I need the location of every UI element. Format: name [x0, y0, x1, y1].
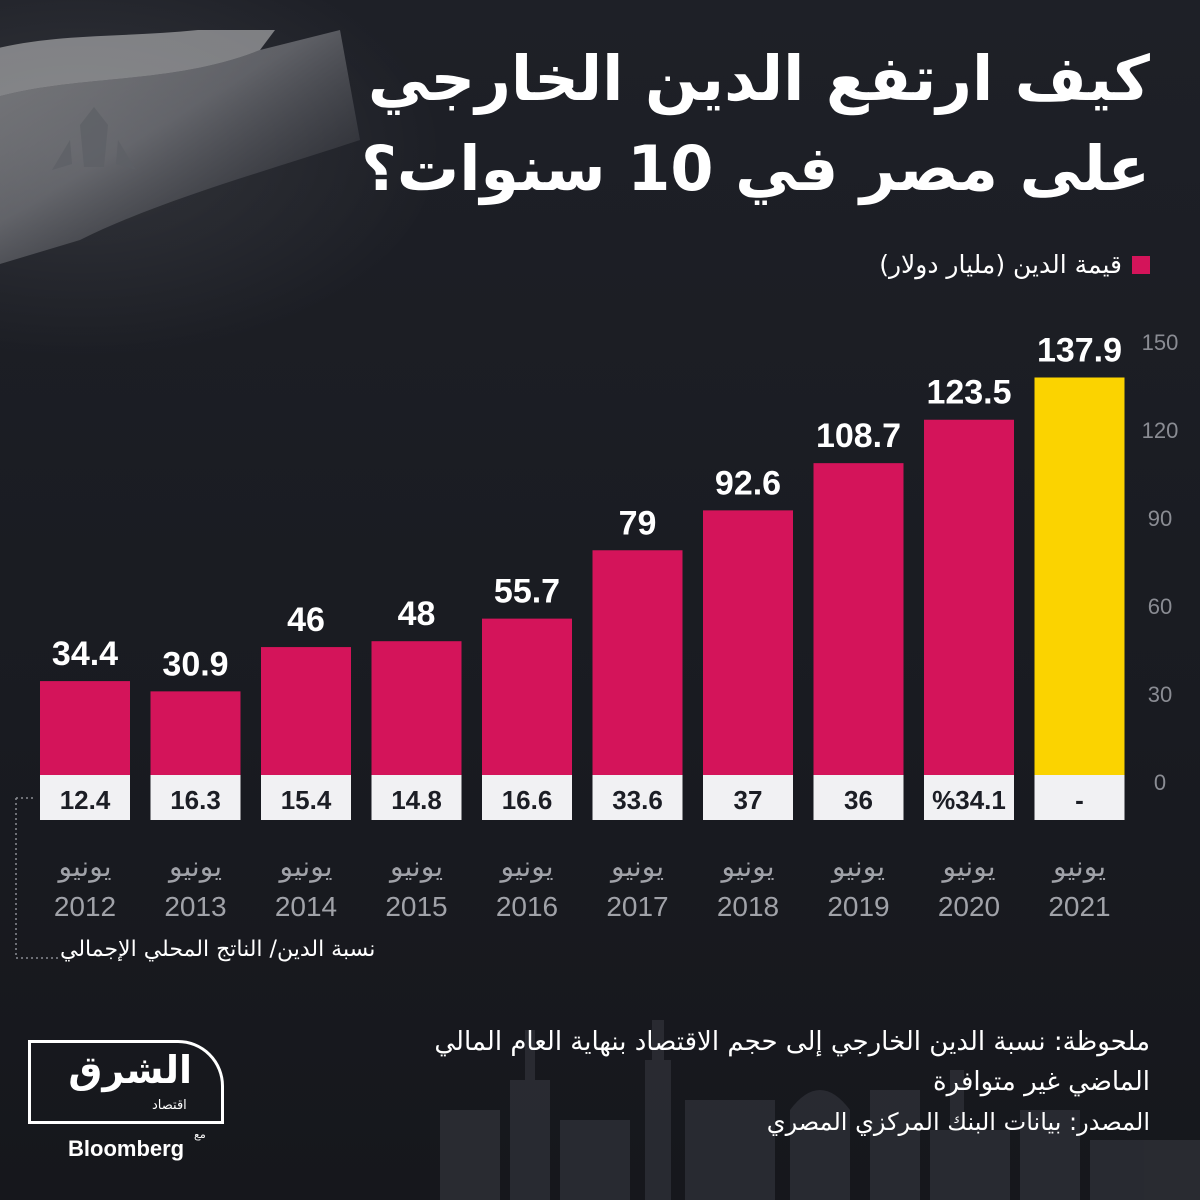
x-tick-label-year: 2018	[717, 891, 779, 922]
x-tick-label-month: يونيو	[388, 851, 443, 883]
logo-frame	[28, 1040, 224, 1124]
bar-value-label: 123.5	[926, 374, 1011, 412]
legend: قيمة الدين (مليار دولار)	[879, 250, 1150, 279]
x-tick-label-year: 2013	[164, 891, 226, 922]
ratio-box	[592, 775, 683, 820]
source-text: المصدر: بيانات البنك المركزي المصري	[766, 1108, 1150, 1136]
note-line-2: الماضي غير متوافرة	[933, 1067, 1150, 1097]
bar-value-label: 92.6	[715, 464, 781, 502]
ratio-box	[371, 775, 462, 820]
y-tick-label: 0	[1154, 770, 1166, 795]
bar	[813, 463, 904, 775]
bar-value-label: 34.4	[52, 635, 118, 673]
logo-partner: Bloomberg	[68, 1136, 185, 1161]
note-line-1: ملحوظة: نسبة الدين الخارجي إلى حجم الاقت…	[434, 1027, 1150, 1057]
bar-highlight	[1034, 377, 1125, 775]
bars-group: 34.4 12.4 30.9 16.3 46 15.4 48 14.8 55.7 16.6 79 33…	[40, 331, 1125, 820]
ratio-box	[924, 775, 1014, 820]
x-tick-label-month: يونيو	[720, 851, 775, 883]
title-line-1: كيف ارتفع الدين الخارجي	[367, 42, 1150, 115]
y-tick-label: 90	[1148, 506, 1172, 531]
ratio-box	[1034, 775, 1125, 820]
bar	[261, 647, 351, 775]
y-tick-label: 120	[1142, 418, 1179, 443]
x-tick-label-month: يونيو	[499, 851, 554, 883]
x-tick-label-year: 2017	[606, 891, 668, 922]
logo-main: الشرق	[68, 1048, 192, 1092]
logo-with: مع	[194, 1128, 206, 1141]
x-tick-label-year: 2016	[496, 891, 558, 922]
bar-value-label: 46	[287, 601, 325, 639]
x-tick-label-year: 2020	[938, 891, 1000, 922]
ratio-box	[813, 775, 904, 820]
x-tick-label-month: يونيو	[609, 851, 664, 883]
ratio-box	[703, 775, 793, 820]
x-tick-label-month: يونيو	[57, 851, 112, 883]
x-tick-label-month: يونيو	[278, 851, 333, 883]
legend-label: قيمة الدين (مليار دولار)	[879, 250, 1122, 279]
x-tick-label-month: يونيو	[830, 851, 885, 883]
ratio-bracket	[15, 797, 60, 959]
bar	[40, 681, 130, 775]
x-tick-label-month: يونيو	[941, 851, 996, 883]
page-title: كيف ارتفع الدين الخارجي على مصر في 10 سن…	[330, 34, 1150, 214]
ratio-caption: نسبة الدين/ الناتج المحلي الإجمالي	[60, 937, 376, 962]
bar-value-label: 79	[619, 504, 657, 542]
ratio-box	[482, 775, 572, 820]
bar-value-label: 55.7	[494, 573, 560, 611]
bar	[482, 618, 572, 775]
ratio-label: 37	[734, 785, 763, 815]
bar	[924, 419, 1014, 775]
ratio-label: %34.1	[932, 785, 1006, 815]
x-tick-label-year: 2012	[54, 891, 116, 922]
x-axis: يونيو 2012 يونيو 2013 يونيو 2014 يونيو 2015 يوني…	[54, 851, 1111, 922]
ratio-label: -	[1075, 785, 1084, 815]
ratio-box	[40, 775, 130, 820]
ratio-label: 16.3	[170, 785, 221, 815]
legend-swatch	[1132, 255, 1150, 274]
x-tick-label-year: 2021	[1048, 891, 1110, 922]
x-tick-label-year: 2019	[827, 891, 889, 922]
y-tick-label: 60	[1148, 594, 1172, 619]
bar	[371, 641, 462, 775]
skyline-silhouette	[440, 1020, 1200, 1200]
flag-image	[0, 30, 360, 264]
ratio-label: 16.6	[502, 785, 553, 815]
x-tick-label-month: يونيو	[1051, 851, 1106, 883]
y-tick-label: 150	[1142, 330, 1179, 355]
bar-value-label: 108.7	[816, 417, 901, 455]
bar	[150, 691, 241, 775]
logo-sub: اقتصاد	[152, 1098, 187, 1113]
x-tick-label-month: يونيو	[167, 851, 222, 883]
bar-value-label: 137.9	[1037, 331, 1122, 369]
x-tick-label-year: 2015	[385, 891, 447, 922]
y-axis: 0 30 60 90 120 150	[1142, 330, 1179, 795]
bar	[592, 550, 683, 775]
ratio-box	[261, 775, 351, 820]
ratio-label: 15.4	[281, 785, 332, 815]
x-tick-label-year: 2014	[275, 891, 337, 922]
ratio-box	[150, 775, 241, 820]
bar-value-label: 30.9	[162, 645, 228, 683]
title-line-2: على مصر في 10 سنوات؟	[360, 132, 1150, 205]
note: ملحوظة: نسبة الدين الخارجي إلى حجم الاقت…	[390, 1022, 1150, 1102]
ratio-label: 36	[844, 785, 873, 815]
ratio-label: 33.6	[612, 785, 663, 815]
ratio-label: 12.4	[60, 785, 111, 815]
bar	[703, 510, 793, 775]
y-tick-label: 30	[1148, 682, 1172, 707]
bar-value-label: 48	[398, 595, 436, 633]
ratio-label: 14.8	[391, 785, 442, 815]
brand-logo: الشرق اقتصاد مع Bloomberg	[28, 1040, 238, 1166]
